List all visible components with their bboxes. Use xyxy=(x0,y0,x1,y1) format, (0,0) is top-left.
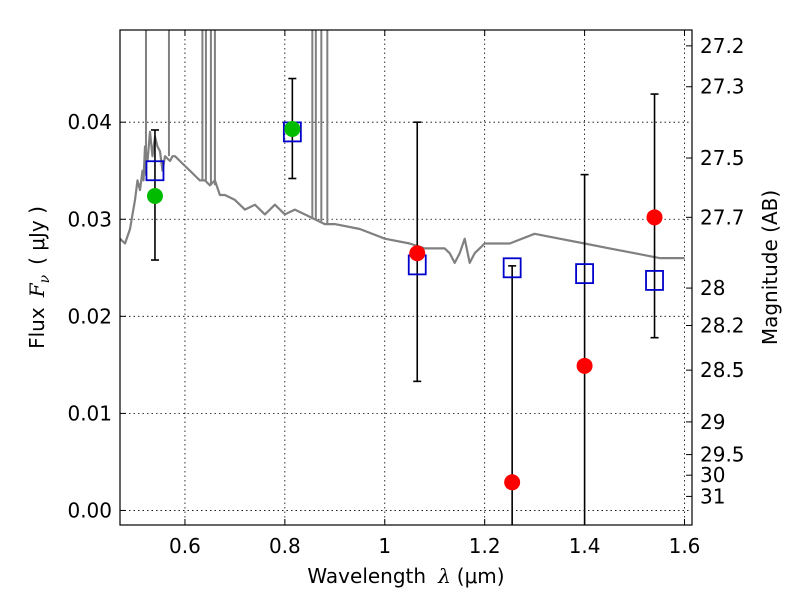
magnitude-tick-label: 29.5 xyxy=(700,443,745,467)
y-tick-label: 0.03 xyxy=(67,207,112,231)
error-bars-layer xyxy=(150,77,659,525)
y-axis-label-unit: ( μJy ) xyxy=(25,206,49,265)
model-photometry-square xyxy=(575,263,594,285)
detection-point xyxy=(146,187,163,204)
x-tick-label: 1.6 xyxy=(669,534,701,558)
x-tick-label: 0.8 xyxy=(269,534,301,558)
model-photometry-square xyxy=(502,257,522,279)
model-photometry-square xyxy=(645,270,664,291)
x-axis-label: Wavelength λ (μm) xyxy=(307,564,504,588)
y-tick-label: 0.04 xyxy=(67,110,112,134)
magnitude-tick-label: 31 xyxy=(700,484,725,508)
magnitude-tick-label: 27.5 xyxy=(700,146,745,170)
measurement-point xyxy=(504,474,521,491)
y-axis-label-text: Flux xyxy=(25,307,49,349)
ticks-layer: 0.6 0.8 1 1.2 1.4 1.6 0.00 0.01 0.02 0.03 0.04 27.2… xyxy=(67,30,745,558)
magnitude-tick-label: 28.5 xyxy=(700,358,745,382)
y-tick-label: 0.01 xyxy=(67,401,112,425)
markers-layer xyxy=(145,121,664,491)
magnitude-tick-label: 27.2 xyxy=(700,34,745,58)
magnitude-tick-label: 27.3 xyxy=(700,75,745,99)
y-tick-label: 0.02 xyxy=(67,304,112,328)
magnitude-axis-label: Magnitude (AB) xyxy=(758,190,782,345)
x-tick-label: 0.6 xyxy=(169,534,201,558)
x-axis-label-symbol: λ xyxy=(437,564,451,588)
y-axis-label-subscript: ν xyxy=(37,274,53,283)
y-axis-label-symbol: F xyxy=(25,282,49,298)
magnitude-tick-label: 27.7 xyxy=(700,205,745,229)
plot-frame xyxy=(119,29,693,526)
magnitude-tick-label: 30 xyxy=(700,463,725,487)
magnitude-tick-label: 28.2 xyxy=(700,313,745,337)
sed-model-line xyxy=(120,130,685,264)
y-tick-label: 0.00 xyxy=(67,498,112,522)
measurement-point xyxy=(576,357,593,374)
measurement-point xyxy=(646,209,663,226)
sed-model-layer xyxy=(120,30,685,264)
x-axis-label-text: Wavelength xyxy=(307,564,426,588)
detection-point xyxy=(284,121,301,137)
magnitude-tick-label: 28 xyxy=(700,276,725,300)
x-tick-label: 1 xyxy=(378,534,391,558)
x-axis-label-unit: (μm) xyxy=(457,564,505,588)
x-tick-label: 1.2 xyxy=(469,534,501,558)
magnitude-tick-label: 29 xyxy=(700,410,725,434)
y-axis-label: Flux Fν ( μJy ) xyxy=(25,206,53,349)
x-tick-label: 1.4 xyxy=(569,534,601,558)
model-photometry-square xyxy=(145,160,165,182)
measurement-point xyxy=(409,245,426,262)
